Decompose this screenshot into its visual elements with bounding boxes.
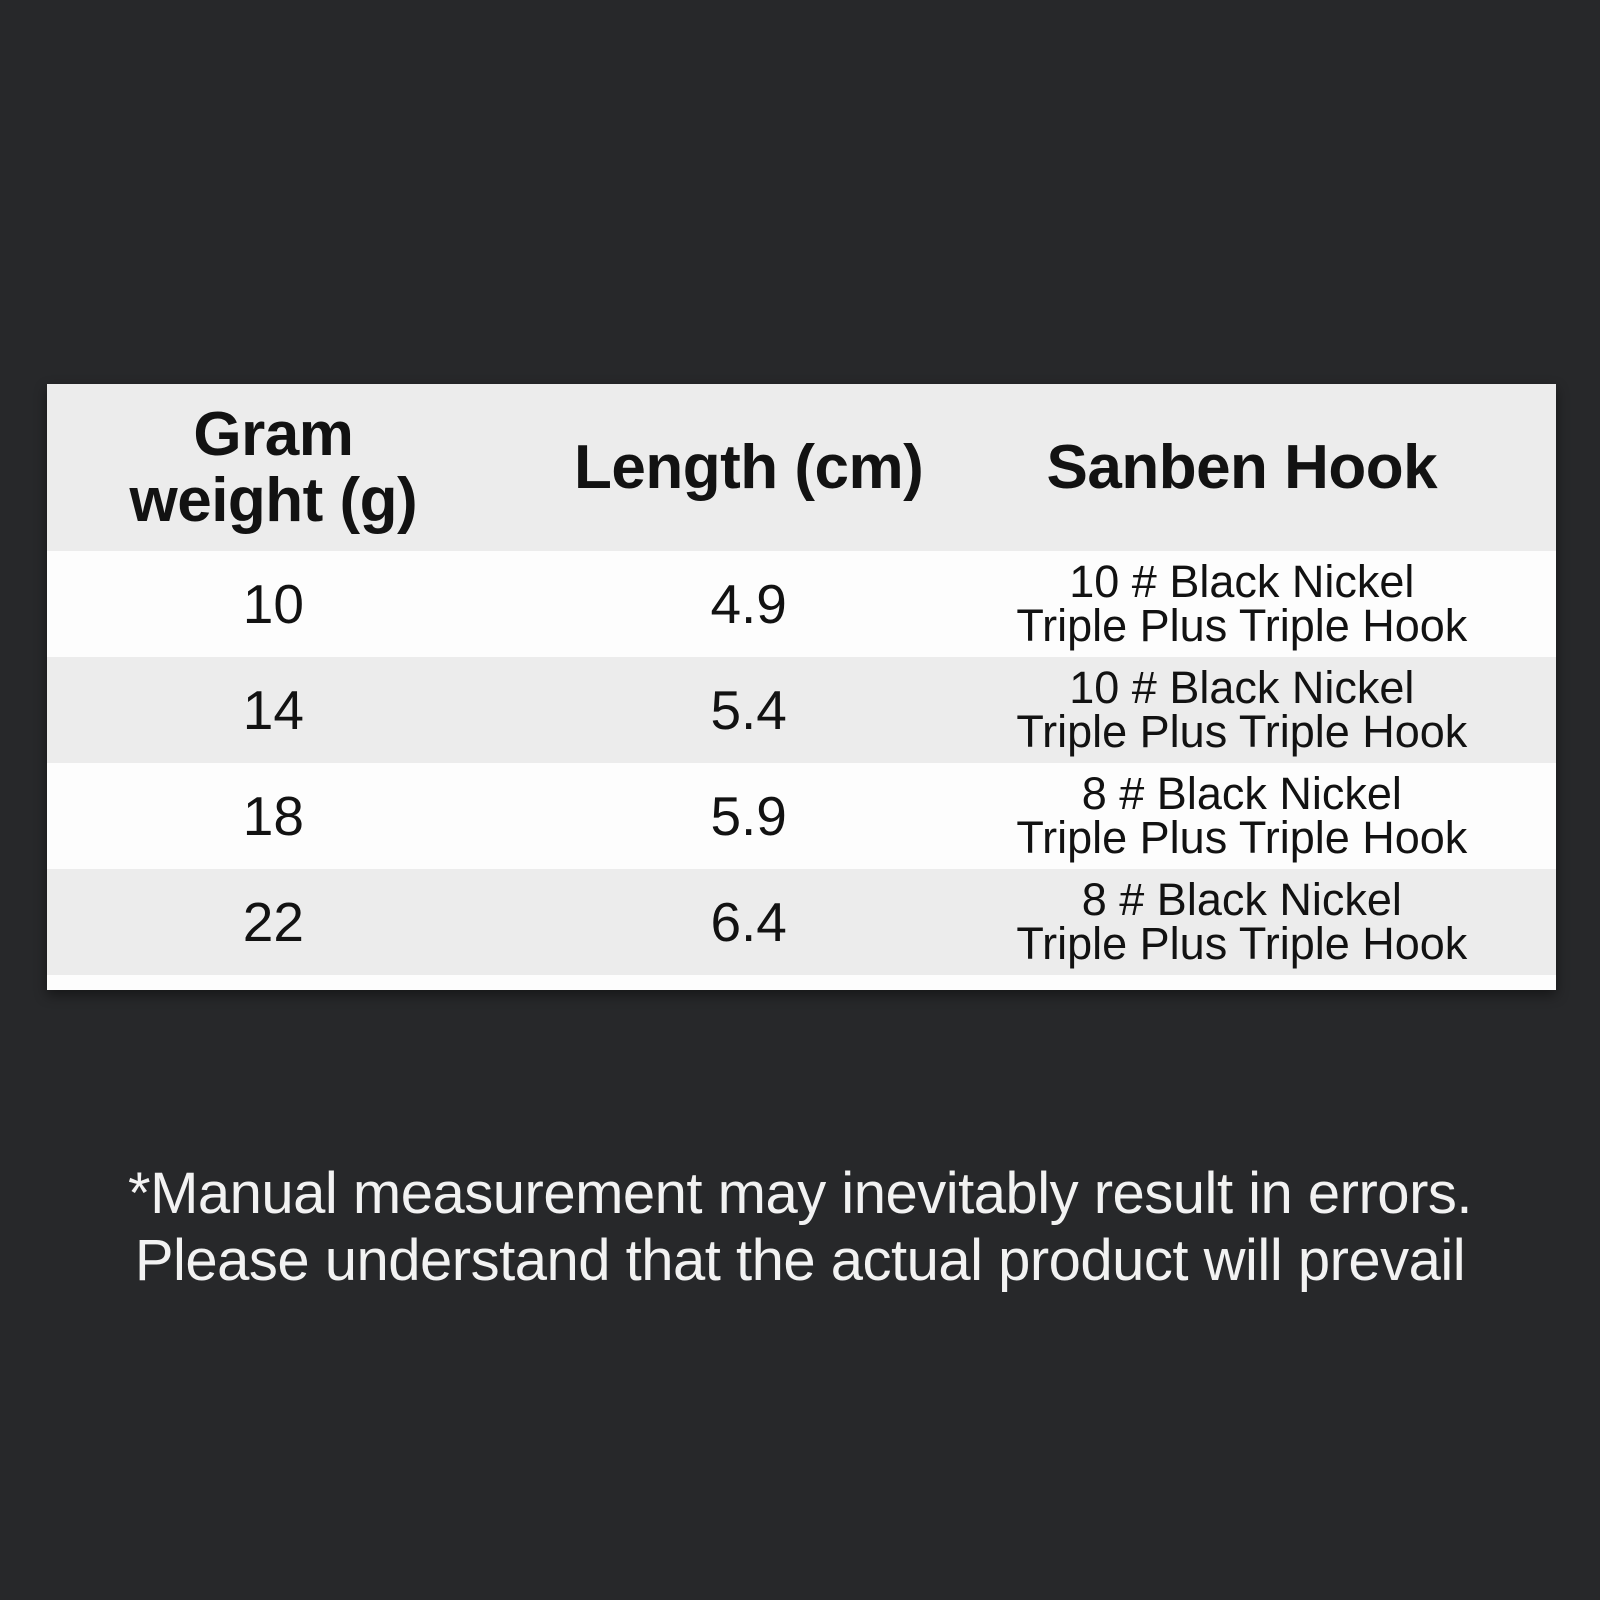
sanben-hook-value: 10 # Black Nickel Triple Plus Triple Hook xyxy=(998,551,1556,657)
gram-weight-value: 10 xyxy=(242,573,304,635)
sanben-hook-value: 8 # Black Nickel Triple Plus Triple Hook xyxy=(998,763,1556,869)
hook-line: 8 # Black Nickel xyxy=(1081,874,1402,925)
table-body: 10 4.9 10 # Black Nickel Triple Plus Triple… xyxy=(47,551,1556,975)
table-header-row: Gram weight (g) Length (cm) Sanben Hook xyxy=(47,384,1556,551)
hook-line: Triple Plus Triple Hook xyxy=(1016,706,1468,757)
table-row: 14 5.4 10 # Black Nickel Triple Plus Triple… xyxy=(47,657,1556,763)
column-header-sanben-hook: Sanben Hook xyxy=(998,384,1556,551)
sanben-hook-value: 8 # Black Nickel Triple Plus Triple Hook xyxy=(998,869,1556,975)
header-line: weight (g) xyxy=(129,465,418,535)
disclaimer-line-2: Please understand that the actual produc… xyxy=(134,1228,1466,1293)
length-value: 6.4 xyxy=(710,891,787,953)
header-line: Sanben Hook xyxy=(1046,432,1438,502)
table-row: 10 4.9 10 # Black Nickel Triple Plus Triple… xyxy=(47,551,1556,657)
hook-line: 10 # Black Nickel xyxy=(1069,556,1415,607)
sanben-hook-value: 10 # Black Nickel Triple Plus Triple Hook xyxy=(998,657,1556,763)
hook-line: Triple Plus Triple Hook xyxy=(1016,600,1468,651)
length-value: 5.9 xyxy=(710,785,787,847)
hook-line: 8 # Black Nickel xyxy=(1081,768,1402,819)
table-row: 18 5.9 8 # Black Nickel Triple Plus Triple … xyxy=(47,763,1556,869)
column-header-gram-weight: Gram weight (g) xyxy=(47,384,500,551)
length-value: 4.9 xyxy=(710,573,787,635)
spec-table: Gram weight (g) Length (cm) Sanben Hook 10 4… xyxy=(47,384,1556,990)
hook-line: 10 # Black Nickel xyxy=(1069,662,1415,713)
gram-weight-value: 14 xyxy=(242,679,304,741)
table-row: 22 6.4 8 # Black Nickel Triple Plus Triple … xyxy=(47,869,1556,975)
table-bottom-padding xyxy=(47,975,1556,990)
length-value: 5.4 xyxy=(710,679,787,741)
disclaimer: *Manual measurement may inevitably resul… xyxy=(48,1160,1552,1294)
column-header-length: Length (cm) xyxy=(500,384,998,551)
gram-weight-value: 18 xyxy=(242,785,304,847)
header-line: Length (cm) xyxy=(574,432,924,502)
hook-line: Triple Plus Triple Hook xyxy=(1016,812,1468,863)
disclaimer-line-1: *Manual measurement may inevitably resul… xyxy=(128,1161,1473,1226)
gram-weight-value: 22 xyxy=(242,891,304,953)
header-line: Gram xyxy=(193,399,354,469)
hook-line: Triple Plus Triple Hook xyxy=(1016,918,1468,969)
